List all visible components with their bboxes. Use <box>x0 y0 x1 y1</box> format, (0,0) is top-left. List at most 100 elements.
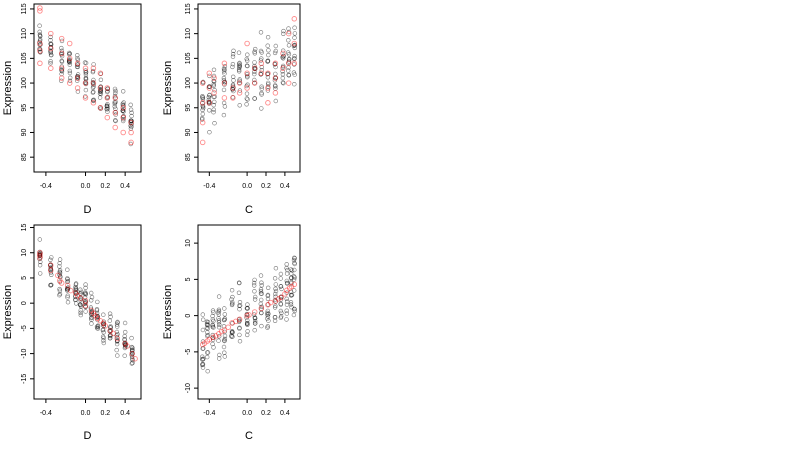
data-point <box>259 323 264 329</box>
data-point <box>237 61 242 66</box>
data-point <box>89 321 94 326</box>
data-point <box>217 356 222 361</box>
data-point <box>258 289 264 294</box>
data-point <box>128 141 134 147</box>
data-point <box>231 78 236 83</box>
data-point <box>83 282 88 287</box>
data-point <box>101 321 106 327</box>
data-point <box>204 319 210 324</box>
fitted-point <box>282 291 288 297</box>
data-point <box>88 315 94 321</box>
fitted-point <box>90 65 97 71</box>
data-point <box>57 288 63 293</box>
data-point <box>105 109 110 114</box>
data-point <box>253 319 258 324</box>
data-point <box>75 62 80 67</box>
fitted-point <box>272 90 279 96</box>
data-point <box>266 52 271 58</box>
x-tick-label: 0.2 <box>100 183 110 190</box>
data-point <box>67 57 72 62</box>
data-point <box>91 62 96 67</box>
fitted-point <box>82 302 89 309</box>
data-point <box>129 113 134 119</box>
x-tick-label: 0.0 <box>81 410 91 417</box>
data-point <box>200 117 205 122</box>
data-point <box>210 313 215 319</box>
fitted-point <box>97 105 104 111</box>
data-point <box>101 335 106 341</box>
data-point <box>252 71 257 77</box>
data-point <box>212 99 217 105</box>
data-point <box>217 322 222 327</box>
data-point <box>207 84 212 89</box>
data-point <box>205 322 210 327</box>
data-point <box>129 118 134 124</box>
fitted-point <box>275 296 282 302</box>
data-point <box>114 347 119 353</box>
data-point <box>266 311 271 316</box>
data-point <box>90 97 96 103</box>
data-point <box>259 86 264 91</box>
y-tick-label: 100 <box>21 77 28 89</box>
data-point <box>272 62 278 67</box>
data-point <box>38 250 43 256</box>
fitted-point <box>114 335 120 342</box>
data-point <box>210 317 216 322</box>
data-point <box>280 71 286 77</box>
data-point <box>258 30 264 35</box>
data-point <box>67 75 73 81</box>
data-point <box>88 298 94 303</box>
fitted-point <box>236 80 243 86</box>
data-point <box>83 60 89 66</box>
data-point <box>244 71 250 77</box>
data-point <box>252 60 257 65</box>
data-point <box>90 85 96 91</box>
data-point <box>272 50 278 56</box>
data-point <box>266 48 271 53</box>
data-point <box>211 73 217 79</box>
data-point <box>121 100 126 105</box>
data-point <box>292 72 297 77</box>
data-point <box>284 308 289 313</box>
x-axis-label: C <box>245 204 253 216</box>
data-point <box>259 280 264 285</box>
data-point <box>114 324 120 329</box>
data-point <box>265 58 271 63</box>
data-point <box>37 237 42 242</box>
data-point <box>273 282 278 287</box>
data-point <box>59 38 65 44</box>
fitted-point <box>48 267 54 274</box>
data-point <box>273 64 278 70</box>
fitted-point <box>100 320 107 327</box>
fitted-point <box>120 129 126 136</box>
fitted-point <box>291 40 298 47</box>
fitted-point <box>221 80 228 86</box>
data-point <box>48 61 53 66</box>
data-point <box>201 105 206 111</box>
data-point <box>245 332 250 338</box>
fitted-point <box>218 328 225 335</box>
data-point <box>200 339 206 344</box>
fitted-point <box>258 305 265 312</box>
data-point <box>201 356 206 362</box>
data-point <box>284 311 289 316</box>
data-point <box>83 87 89 93</box>
data-point <box>88 290 94 296</box>
data-point <box>37 46 43 52</box>
fitted-point <box>278 294 284 301</box>
data-point <box>229 297 234 302</box>
fitted-point <box>132 355 138 362</box>
fitted-point <box>246 312 252 318</box>
data-point <box>129 335 134 341</box>
data-point <box>281 48 286 53</box>
data-point <box>231 48 236 53</box>
data-point <box>280 64 286 70</box>
data-point <box>120 108 126 113</box>
data-point <box>245 97 250 102</box>
data-point <box>98 84 103 90</box>
data-point <box>244 102 249 107</box>
data-point <box>245 52 250 57</box>
data-point <box>75 56 80 61</box>
data-point <box>265 88 271 93</box>
data-point <box>121 106 126 112</box>
